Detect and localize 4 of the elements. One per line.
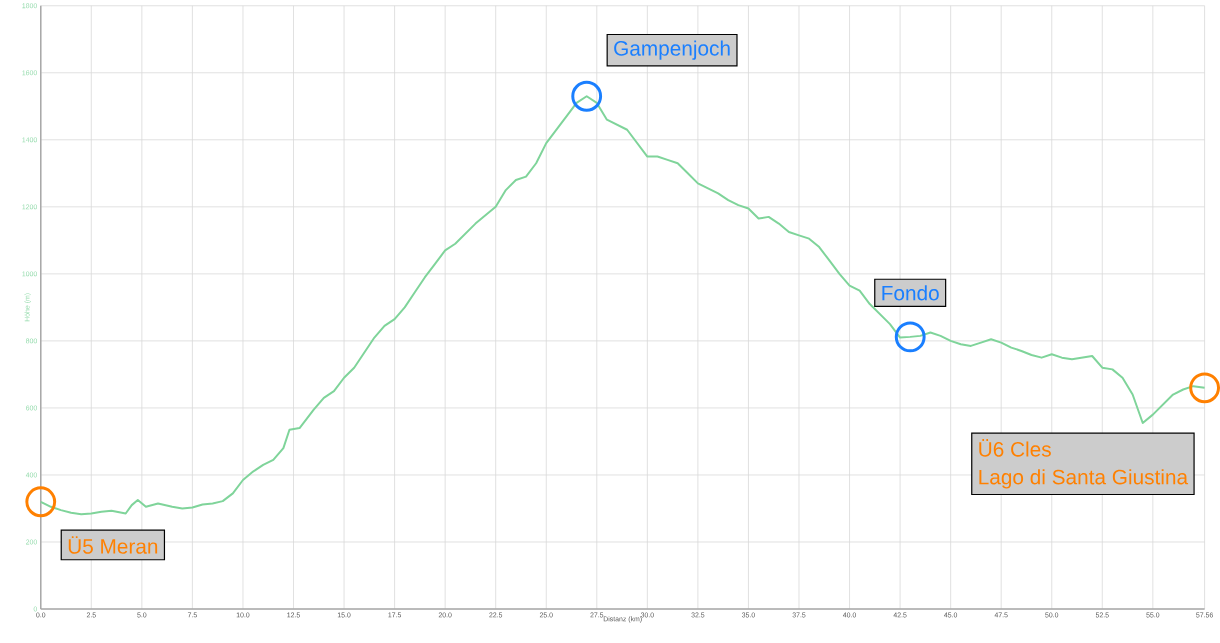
annotation: Fondo	[882, 285, 939, 301]
annotation: Gampenjoch	[614, 40, 730, 60]
annotation: Ü6 Cles Lago di Santa Giustina	[979, 439, 1189, 489]
annotation: Ü5 Meran	[68, 536, 158, 554]
